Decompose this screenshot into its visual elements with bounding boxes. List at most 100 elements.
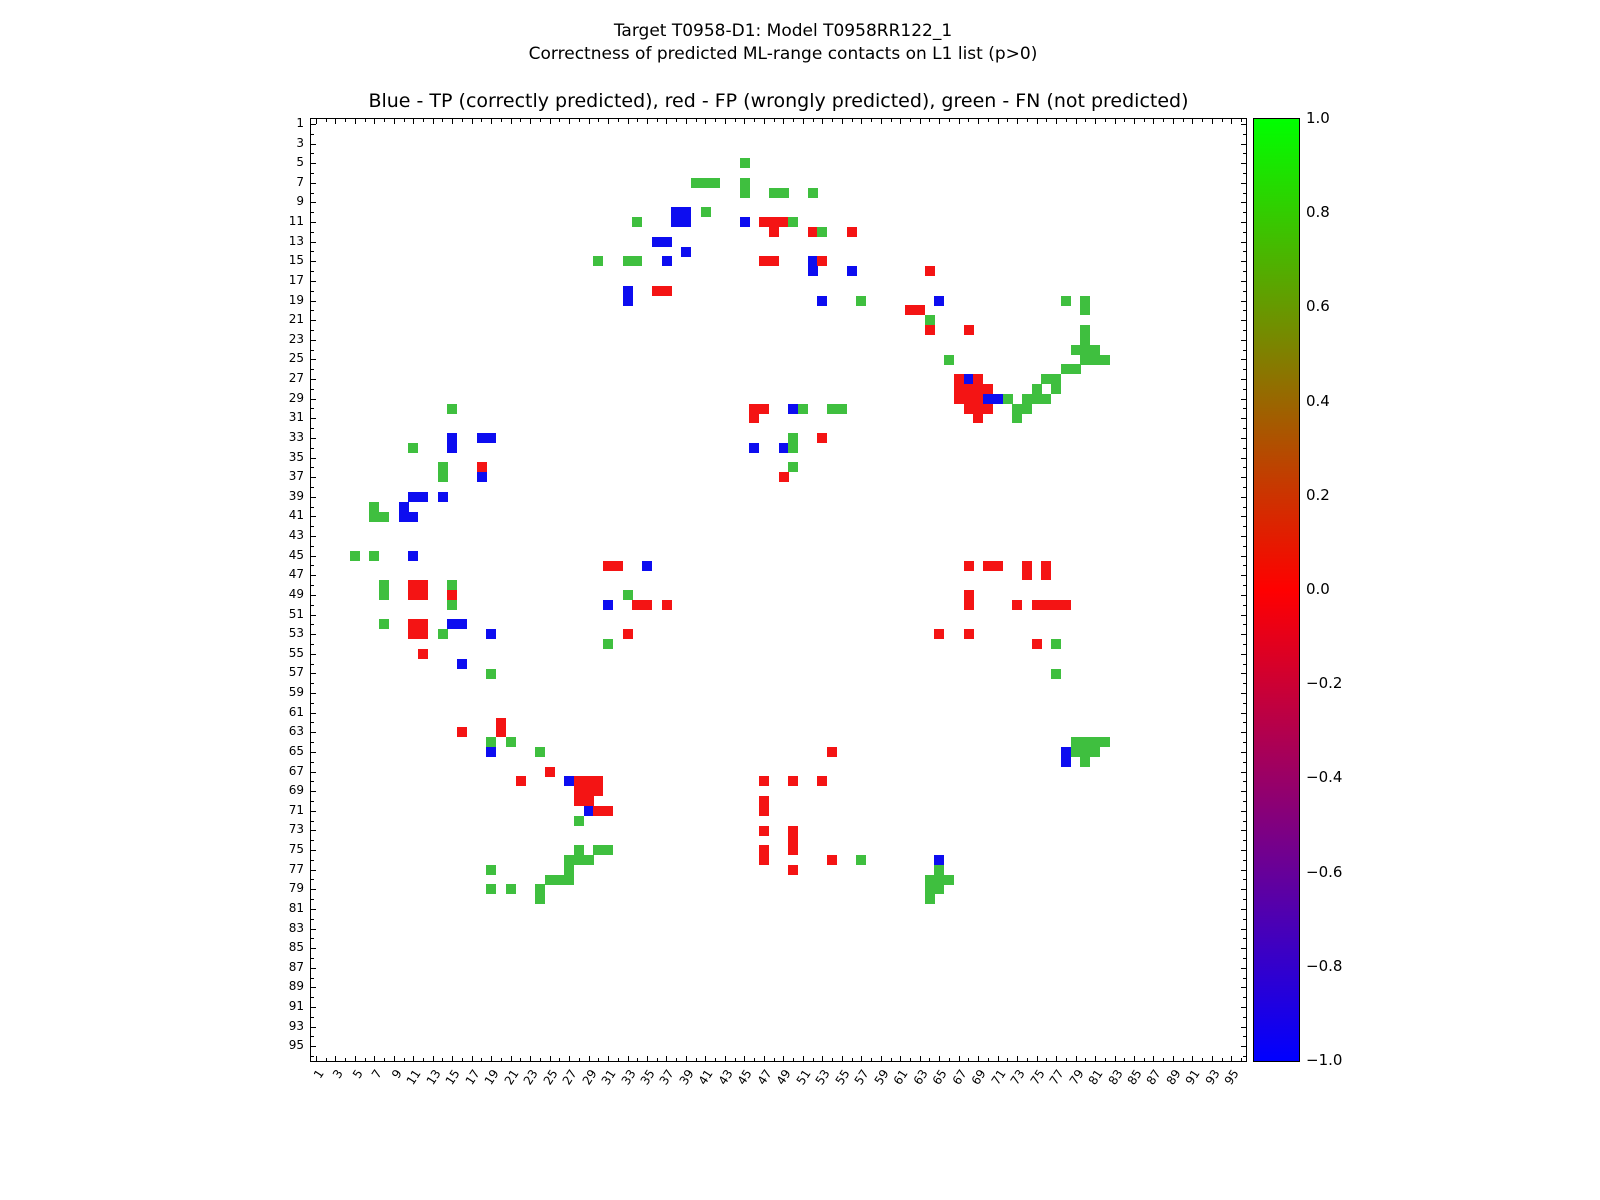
axis-tick-mark [637, 119, 639, 122]
axis-tick-mark [1241, 1007, 1246, 1009]
heatmap-cell [398, 501, 409, 512]
axis-tick-mark [685, 1056, 687, 1061]
axis-tick-mark [1007, 1058, 1009, 1061]
axis-tick-mark [763, 119, 765, 124]
axis-tick-mark [403, 119, 405, 122]
heatmap-cell [817, 256, 828, 267]
y-tick-label: 33 [288, 429, 304, 444]
y-tick-label: 79 [288, 881, 304, 896]
axis-tick-mark [1192, 1056, 1194, 1061]
heatmap-cell [681, 246, 692, 257]
heatmap-cell [944, 874, 955, 885]
heatmap-cell [603, 560, 614, 571]
y-tick-label: 91 [288, 999, 304, 1014]
heatmap-cell [827, 403, 838, 414]
heatmap-cell [418, 648, 429, 659]
axis-tick-mark [1163, 1058, 1165, 1061]
y-tick-label: 15 [288, 253, 304, 268]
axis-tick-mark [311, 202, 316, 204]
axis-tick-mark [311, 585, 314, 587]
heatmap-cell [1041, 374, 1052, 385]
heatmap-cell [603, 639, 614, 650]
y-tick-label: 95 [288, 1038, 304, 1053]
heatmap-cell [1080, 344, 1091, 355]
axis-tick-mark [413, 119, 415, 124]
heatmap-cell [593, 845, 604, 856]
y-tick-label: 9 [296, 194, 304, 209]
axis-tick-mark [851, 1058, 853, 1061]
heatmap-cell [593, 256, 604, 267]
heatmap-cell [963, 629, 974, 640]
heatmap-cell [739, 187, 750, 198]
heatmap-cell [817, 295, 828, 306]
axis-tick-mark [900, 1056, 902, 1061]
heatmap-cell [418, 629, 429, 640]
axis-tick-mark [311, 300, 316, 302]
y-tick-label: 25 [288, 351, 304, 366]
heatmap-cell [768, 217, 779, 228]
axis-tick-mark [822, 1056, 824, 1061]
axis-tick-mark [311, 418, 316, 420]
heatmap-cell [759, 776, 770, 787]
axis-tick-mark [1124, 1058, 1126, 1061]
axis-tick-mark [685, 119, 687, 124]
axis-tick-mark [880, 119, 882, 124]
heatmap-cell [661, 256, 672, 267]
axis-tick-mark [530, 119, 532, 124]
axis-tick-mark [311, 369, 314, 371]
heatmap-cell [1060, 747, 1071, 757]
heatmap-cell [1099, 737, 1110, 748]
axis-tick-mark [311, 977, 314, 979]
axis-tick-mark [1202, 1058, 1204, 1061]
heatmap-cell [1051, 668, 1062, 679]
heatmap-cell [398, 511, 409, 522]
heatmap-cell [963, 599, 974, 610]
axis-tick-mark [311, 163, 316, 165]
heatmap-cell [671, 217, 682, 228]
axis-tick-mark [311, 997, 314, 999]
heatmap-cell [447, 599, 458, 610]
heatmap-cell [924, 325, 935, 336]
axis-tick-mark [432, 119, 434, 124]
axis-tick-mark [311, 810, 316, 812]
axis-tick-mark [1114, 119, 1116, 124]
y-tick-label: 61 [288, 704, 304, 719]
heatmap-cell [1041, 560, 1052, 571]
heatmap-cell [1031, 393, 1042, 404]
axis-tick-mark [1241, 359, 1246, 361]
heatmap-cell [642, 560, 653, 571]
heatmap-cell [418, 491, 429, 502]
axis-tick-mark [812, 119, 814, 122]
axis-tick-mark [1026, 1058, 1028, 1061]
axis-tick-mark [311, 791, 316, 793]
y-tick-label: 31 [288, 410, 304, 425]
axis-tick-mark [1243, 526, 1246, 528]
axis-tick-mark [1114, 1056, 1116, 1061]
colorbar-tick-label: −0.2 [1306, 674, 1343, 693]
heatmap-cell [564, 854, 575, 865]
heatmap-cell [797, 403, 808, 414]
heatmap-cell [846, 226, 857, 237]
axis-tick-mark [311, 506, 314, 508]
axis-tick-mark [666, 1056, 668, 1061]
heatmap-cell [457, 658, 468, 669]
heatmap-cell [788, 835, 799, 846]
axis-tick-mark [948, 119, 950, 122]
heatmap-cell [369, 501, 380, 512]
axis-tick-mark [987, 119, 989, 122]
axis-tick-mark [491, 119, 493, 124]
axis-tick-mark [1243, 742, 1246, 744]
y-tick-label: 37 [288, 469, 304, 484]
axis-tick-mark [1243, 172, 1246, 174]
axis-tick-mark [1243, 859, 1246, 861]
y-tick-label: 89 [288, 979, 304, 994]
axis-tick-mark [311, 536, 316, 538]
axis-tick-mark [1243, 486, 1246, 488]
axis-tick-mark [1095, 1056, 1097, 1061]
y-tick-label: 39 [288, 488, 304, 503]
axis-tick-mark [1243, 663, 1246, 665]
heatmap-cell [963, 403, 974, 414]
heatmap-cell [447, 619, 458, 630]
axis-tick-mark [1243, 329, 1246, 331]
axis-tick-mark [1241, 928, 1246, 930]
